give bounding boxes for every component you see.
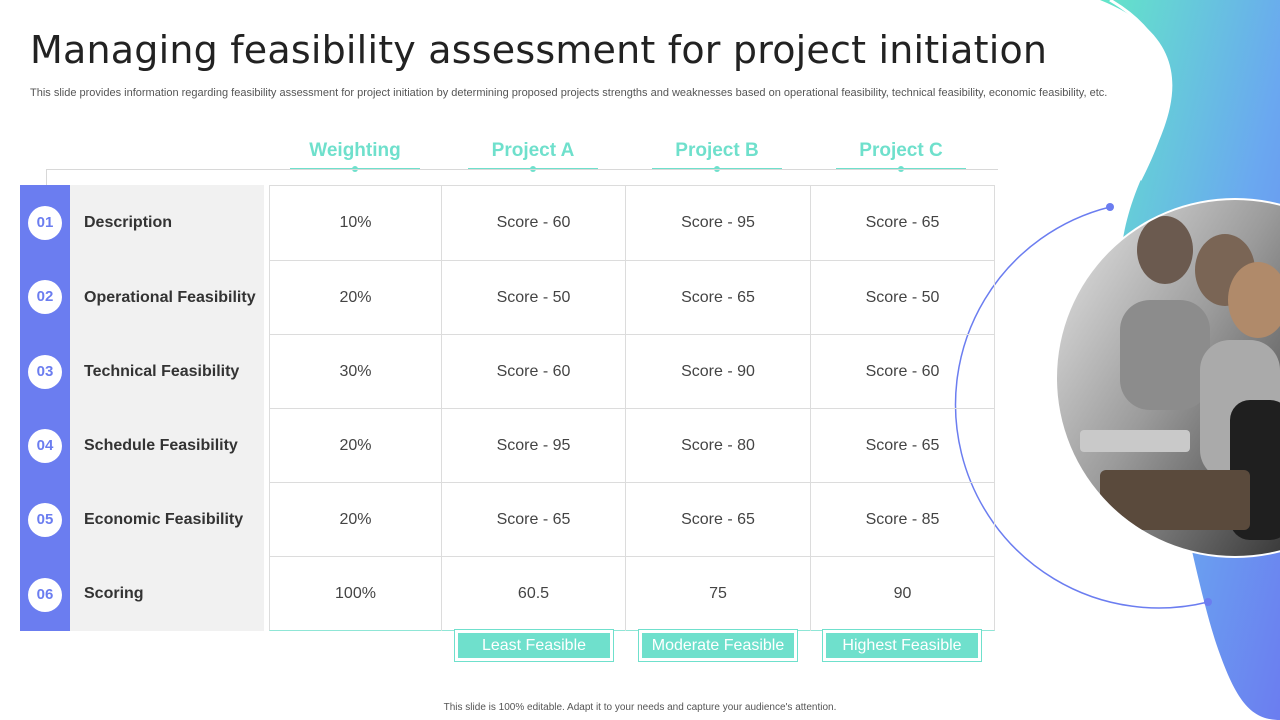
table-cell: Score - 60	[865, 363, 940, 380]
table-cell: Score - 65	[681, 511, 755, 528]
table-cell: Score - 65	[865, 214, 940, 231]
row-label-description: Description	[84, 214, 173, 231]
table-cell: 90	[893, 585, 912, 602]
table-cell: Score - 60	[496, 214, 571, 231]
table-row-divider	[269, 408, 995, 409]
table-cell: Score - 65	[865, 437, 940, 454]
header-connector-tick	[46, 169, 47, 189]
header-connector-line	[46, 169, 998, 170]
table-cell: Score - 65	[681, 289, 755, 306]
table-cell: 100%	[335, 585, 376, 602]
table-cell: 10%	[339, 214, 372, 231]
tag-least-feasible: Least Feasible	[454, 629, 614, 662]
table-cell: 30%	[339, 363, 372, 380]
row-number-badge: 04	[28, 429, 62, 463]
row-number-badge: 01	[28, 206, 62, 240]
page-title: Managing feasibility assessment for proj…	[30, 28, 1048, 72]
table-cell: Score - 60	[496, 363, 571, 380]
table-cell: Score - 85	[865, 511, 940, 528]
row-number-bar	[20, 185, 70, 631]
table-row-divider	[269, 260, 995, 261]
row-label-technical-feasibility: Technical Feasibility	[84, 363, 240, 380]
table-row-divider	[269, 482, 995, 483]
page-subtitle: This slide provides information regardin…	[30, 87, 1108, 99]
table-cell: 20%	[339, 289, 372, 306]
row-label-schedule-feasibility: Schedule Feasibility	[84, 437, 238, 454]
row-label-economic-feasibility: Economic Feasibility	[84, 511, 244, 528]
row-number-badge: 06	[28, 578, 62, 612]
team-photo	[1057, 200, 1280, 556]
table-cell: Score - 95	[681, 214, 755, 231]
table-cell: Score - 65	[496, 511, 571, 528]
table-cell: 75	[709, 585, 727, 602]
row-label-scoring: Scoring	[84, 585, 144, 602]
table-cell: Score - 95	[496, 437, 571, 454]
table-cell: Score - 50	[496, 289, 571, 306]
column-header-label: Weighting	[309, 140, 401, 161]
column-header-label: Project C	[859, 140, 943, 161]
table-cell: Score - 90	[681, 363, 755, 380]
table-cell: Score - 80	[681, 437, 755, 454]
table-cell: 60.5	[517, 585, 550, 602]
column-header-label: Project A	[491, 140, 575, 161]
table-cell: 20%	[339, 437, 372, 454]
row-number-badge: 05	[28, 503, 62, 537]
row-number-badge: 03	[28, 355, 62, 389]
column-header-weighting: Weighting	[290, 140, 420, 172]
table-row-divider	[269, 334, 995, 335]
column-header-label: Project B	[675, 140, 759, 161]
column-header-project-c: Project C	[836, 140, 966, 172]
row-label-panel	[70, 185, 264, 631]
footer-note: This slide is 100% editable. Adapt it to…	[443, 702, 837, 713]
row-number-badge: 02	[28, 280, 62, 314]
row-label-operational-feasibility: Operational Feasibility	[84, 289, 256, 306]
tag-moderate-feasible: Moderate Feasible	[638, 629, 798, 662]
table-row-divider	[269, 556, 995, 557]
tag-highest-feasible: Highest Feasible	[822, 629, 982, 662]
table-cell: 20%	[339, 511, 372, 528]
column-header-project-a: Project A	[468, 140, 598, 172]
table-cell: Score - 50	[865, 289, 940, 306]
column-header-project-b: Project B	[652, 140, 782, 172]
